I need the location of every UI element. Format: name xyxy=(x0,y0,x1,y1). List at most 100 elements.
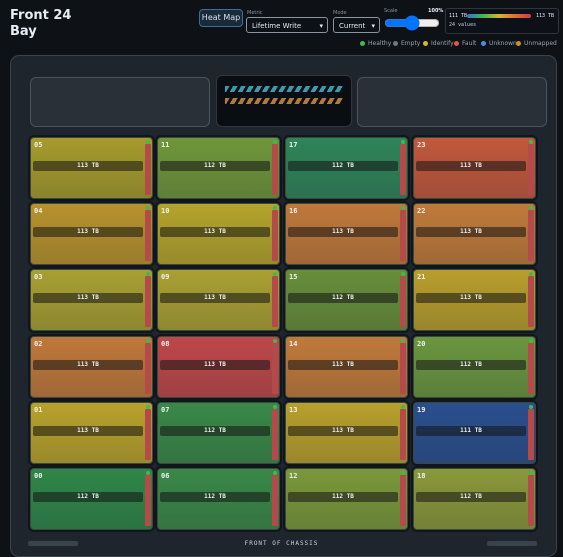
mode-label: Mode xyxy=(333,10,347,16)
status-led xyxy=(529,339,533,343)
drive-bay[interactable]: 03 113 TB xyxy=(30,269,153,331)
bay-number: 23 xyxy=(417,141,426,149)
bay-stripe xyxy=(145,144,151,195)
bay-stripe xyxy=(272,475,278,526)
mode-select[interactable]: Current xyxy=(333,17,380,34)
drive-bay[interactable]: 02 113 TB xyxy=(30,336,153,398)
bay-stripe xyxy=(145,343,151,394)
rail xyxy=(28,541,78,546)
footer-label: FRONT OF CHASSIS xyxy=(244,540,319,547)
bay-number: 10 xyxy=(161,207,170,215)
bay-stripe xyxy=(400,475,406,526)
drive-bay[interactable]: 05 113 TB xyxy=(30,137,153,199)
drive-bay[interactable]: 17 112 TB xyxy=(285,137,408,199)
drive-bay[interactable]: 22 113 TB xyxy=(413,203,536,265)
bay-capacity: 113 TB xyxy=(416,227,526,237)
drive-bay[interactable]: 00 112 TB xyxy=(30,468,153,530)
drive-bay[interactable]: 11 112 TB xyxy=(157,137,280,199)
bay-capacity: 113 TB xyxy=(33,227,143,237)
bay-capacity: 112 TB xyxy=(288,492,398,502)
status-led xyxy=(401,405,405,409)
bay-capacity: 112 TB xyxy=(288,161,398,171)
bay-stripe xyxy=(145,210,151,261)
range-gradient xyxy=(467,14,531,18)
status-led xyxy=(529,140,533,144)
bay-stripe xyxy=(272,144,278,195)
drive-bay[interactable]: 10 113 TB xyxy=(157,203,280,265)
status-led xyxy=(273,471,277,475)
bay-capacity: 113 TB xyxy=(288,227,398,237)
bay-stripe xyxy=(400,343,406,394)
drive-bay[interactable]: 04 113 TB xyxy=(30,203,153,265)
bay-stripe xyxy=(272,343,278,394)
bay-stripe xyxy=(528,343,534,394)
drive-bay[interactable]: 16 113 TB xyxy=(285,203,408,265)
status-led xyxy=(273,339,277,343)
drive-bay[interactable]: 01 113 TB xyxy=(30,402,153,464)
vent xyxy=(225,98,343,104)
range-count: 24 values xyxy=(449,22,477,28)
bay-stripe xyxy=(400,210,406,261)
drive-bay[interactable]: 20 112 TB xyxy=(413,336,536,398)
bay-stripe xyxy=(272,409,278,460)
bay-capacity: 113 TB xyxy=(33,293,143,303)
legend-label: Identify xyxy=(431,40,454,47)
status-led xyxy=(401,272,405,276)
bay-stripe xyxy=(272,276,278,327)
metric-select[interactable]: Lifetime Write xyxy=(246,17,328,34)
bay-number: 11 xyxy=(161,141,170,149)
bay-capacity: 112 TB xyxy=(160,492,270,502)
range-legend xyxy=(445,8,559,34)
drive-bay[interactable]: 06 112 TB xyxy=(157,468,280,530)
status-led xyxy=(146,405,150,409)
drive-bay[interactable]: 19 111 TB xyxy=(413,402,536,464)
drive-bay[interactable]: 08 113 TB xyxy=(157,336,280,398)
legend-item: Identify xyxy=(423,40,454,47)
drive-bay[interactable]: 21 113 TB xyxy=(413,269,536,331)
drive-bay[interactable]: 14 113 TB xyxy=(285,336,408,398)
module-right xyxy=(357,77,547,127)
heat-map-button[interactable]: Heat Map xyxy=(199,9,243,27)
metric-label: Metric xyxy=(247,10,263,16)
legend-item: Empty xyxy=(393,40,420,47)
bay-capacity: 112 TB xyxy=(416,360,526,370)
bay-stripe xyxy=(400,409,406,460)
legend-label: Healthy xyxy=(368,40,392,47)
drive-bay[interactable]: 07 112 TB xyxy=(157,402,280,464)
drive-bay[interactable]: 15 112 TB xyxy=(285,269,408,331)
bay-number: 22 xyxy=(417,207,426,215)
legend-dot xyxy=(360,41,365,46)
bay-stripe xyxy=(145,475,151,526)
status-led xyxy=(401,471,405,475)
bay-number: 13 xyxy=(289,406,298,414)
status-led xyxy=(273,140,277,144)
legend-dot xyxy=(454,41,459,46)
bay-stripe xyxy=(400,144,406,195)
drive-bay[interactable]: 13 113 TB xyxy=(285,402,408,464)
bay-capacity: 113 TB xyxy=(160,227,270,237)
bay-capacity: 113 TB xyxy=(416,293,526,303)
legend-item: Unknown xyxy=(481,40,517,47)
drive-bay[interactable]: 18 112 TB xyxy=(413,468,536,530)
drive-bay[interactable]: 12 112 TB xyxy=(285,468,408,530)
rail xyxy=(487,541,537,546)
scale-value: 100% xyxy=(428,8,444,14)
module-center xyxy=(216,75,352,127)
scale-slider[interactable] xyxy=(384,18,440,28)
drive-bay[interactable]: 09 113 TB xyxy=(157,269,280,331)
status-led xyxy=(401,206,405,210)
bay-capacity: 113 TB xyxy=(288,360,398,370)
legend-dot xyxy=(423,41,428,46)
legend-item: Fault xyxy=(454,40,476,47)
drive-bay[interactable]: 23 113 TB xyxy=(413,137,536,199)
bay-stripe xyxy=(528,276,534,327)
legend-label: Unmapped xyxy=(524,40,557,47)
legend-dot xyxy=(393,41,398,46)
bay-capacity: 113 TB xyxy=(288,426,398,436)
bay-number: 21 xyxy=(417,273,426,281)
status-led xyxy=(273,405,277,409)
bay-capacity: 113 TB xyxy=(33,161,143,171)
bay-stripe xyxy=(145,276,151,327)
legend-label: Empty xyxy=(401,40,421,47)
legend-label: Fault xyxy=(462,40,477,47)
